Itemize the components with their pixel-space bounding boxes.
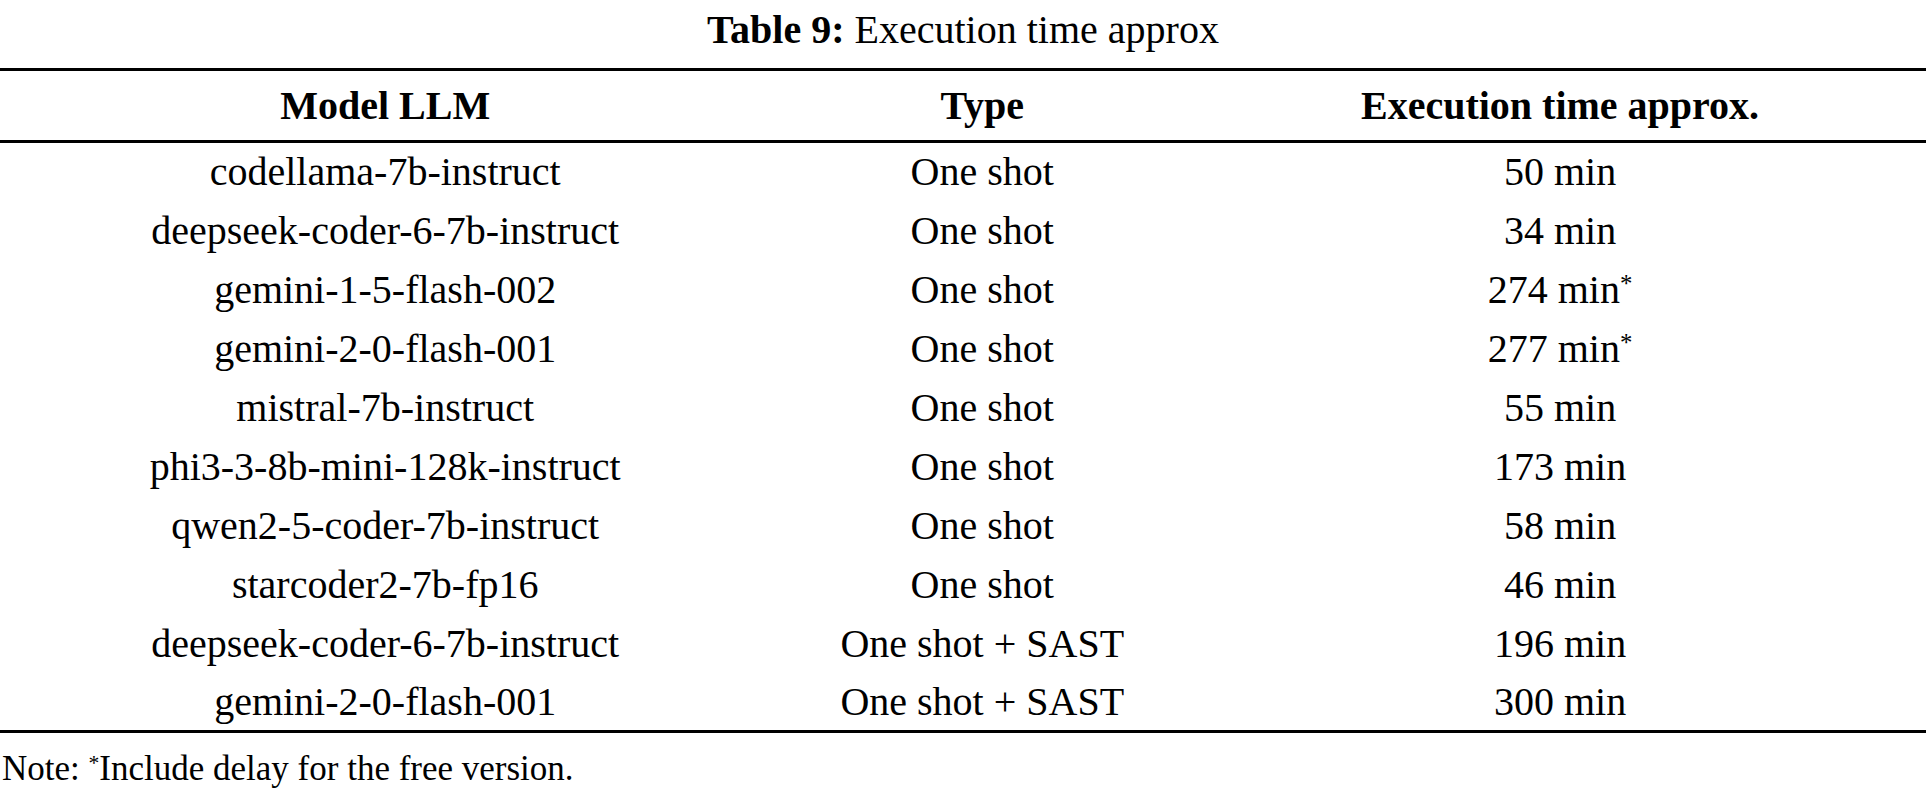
table-caption: Table 9: Execution time approx [0,0,1926,68]
cell-time: 58 min [1194,496,1926,555]
cell-type: One shot + SAST [770,673,1194,732]
time-value: 173 min [1494,444,1626,489]
table-row: gemini-2-0-flash-001 One shot 277 min* [0,319,1926,378]
cell-time: 196 min [1194,614,1926,673]
time-value: 50 min [1504,149,1616,194]
table-row: mistral-7b-instruct One shot 55 min [0,378,1926,437]
table-row: gemini-1-5-flash-002 One shot 274 min* [0,260,1926,319]
note-text: Include delay for the free version. [99,749,573,788]
note-asterisk-marker: * [89,751,100,775]
table-header-row: Model LLM Type Execution time approx. [0,70,1926,142]
cell-type: One shot + SAST [770,614,1194,673]
cell-model: gemini-2-0-flash-001 [0,673,770,732]
table-row: starcoder2-7b-fp16 One shot 46 min [0,555,1926,614]
cell-type: One shot [770,260,1194,319]
cell-model: mistral-7b-instruct [0,378,770,437]
cell-time: 300 min [1194,673,1926,732]
cell-model: gemini-2-0-flash-001 [0,319,770,378]
cell-time: 46 min [1194,555,1926,614]
column-header-type: Type [770,70,1194,142]
asterisk-marker: * [1620,328,1632,355]
cell-type: One shot [770,201,1194,260]
time-value: 58 min [1504,503,1616,548]
cell-model: codellama-7b-instruct [0,142,770,201]
cell-model: phi3-3-8b-mini-128k-instruct [0,437,770,496]
time-value: 274 min [1488,267,1620,312]
cell-model: qwen2-5-coder-7b-instruct [0,496,770,555]
cell-type: One shot [770,437,1194,496]
cell-model: deepseek-coder-6-7b-instruct [0,614,770,673]
asterisk-marker: * [1620,269,1632,296]
time-value: 300 min [1494,679,1626,724]
table-caption-label: Table 9: [707,7,844,52]
table-row: phi3-3-8b-mini-128k-instruct One shot 17… [0,437,1926,496]
note-prefix: Note: [2,749,89,788]
cell-type: One shot [770,378,1194,437]
cell-model: starcoder2-7b-fp16 [0,555,770,614]
time-value: 196 min [1494,621,1626,666]
table-row: deepseek-coder-6-7b-instruct One shot 34… [0,201,1926,260]
time-value: 46 min [1504,562,1616,607]
time-value: 55 min [1504,385,1616,430]
cell-type: One shot [770,319,1194,378]
cell-model: gemini-1-5-flash-002 [0,260,770,319]
time-value: 34 min [1504,208,1616,253]
cell-time: 277 min* [1194,319,1926,378]
table-row: qwen2-5-coder-7b-instruct One shot 58 mi… [0,496,1926,555]
time-value: 277 min [1488,326,1620,371]
cell-time: 50 min [1194,142,1926,201]
table-caption-title: Execution time approx [855,7,1219,52]
cell-time: 173 min [1194,437,1926,496]
table-note: Note: *Include delay for the free versio… [0,747,1926,791]
table-row: deepseek-coder-6-7b-instruct One shot + … [0,614,1926,673]
table-row: codellama-7b-instruct One shot 50 min [0,142,1926,201]
cell-time: 34 min [1194,201,1926,260]
cell-model: deepseek-coder-6-7b-instruct [0,201,770,260]
cell-type: One shot [770,142,1194,201]
table-row: gemini-2-0-flash-001 One shot + SAST 300… [0,673,1926,732]
cell-type: One shot [770,496,1194,555]
cell-type: One shot [770,555,1194,614]
execution-time-table: Model LLM Type Execution time approx. co… [0,68,1926,733]
cell-time: 274 min* [1194,260,1926,319]
column-header-execution-time: Execution time approx. [1194,70,1926,142]
column-header-model-llm: Model LLM [0,70,770,142]
cell-time: 55 min [1194,378,1926,437]
